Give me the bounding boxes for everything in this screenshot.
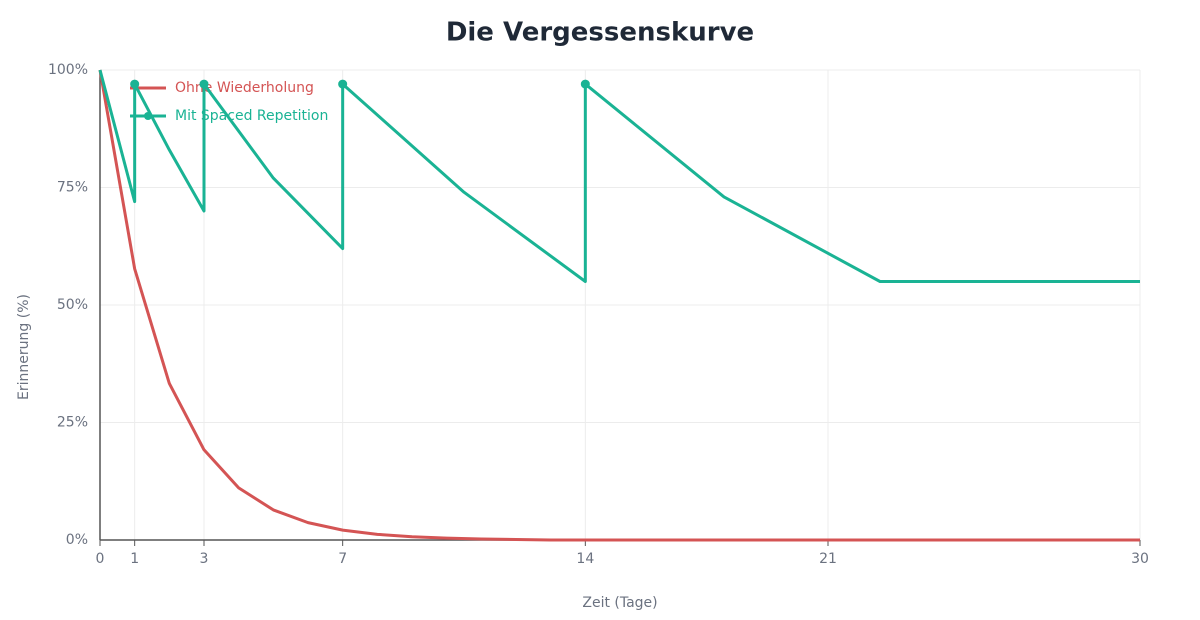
x-tick-label: 3 — [200, 551, 209, 567]
y-tick-label: 100% — [48, 62, 88, 78]
y-tick-label: 75% — [57, 180, 88, 196]
x-axis-title: Zeit (Tage) — [582, 595, 657, 611]
x-tick-label: 0 — [96, 551, 105, 567]
x-tick-label: 7 — [338, 551, 347, 567]
data-point — [580, 79, 590, 89]
data-point — [130, 79, 140, 89]
data-point — [338, 79, 348, 89]
y-tick-label: 50% — [57, 297, 88, 313]
data-line — [98, 69, 1140, 283]
y-tick-label: 0% — [66, 532, 88, 548]
x-tick-label: 1 — [130, 551, 139, 567]
chart-title: Die Vergessenskurve — [446, 18, 754, 48]
legend-label: Mit Spaced Repetition — [175, 108, 328, 124]
data-point — [199, 79, 209, 89]
y-axis-title: Erinnerung (%) — [16, 294, 32, 400]
legend-marker — [144, 112, 152, 120]
legend-label: Ohne Wiederholung — [175, 80, 314, 96]
x-tick-label: 14 — [576, 551, 594, 567]
y-tick-label: 25% — [57, 415, 88, 431]
x-tick-label: 21 — [819, 551, 837, 567]
x-tick-label: 30 — [1131, 551, 1149, 567]
data-line — [98, 69, 1140, 542]
